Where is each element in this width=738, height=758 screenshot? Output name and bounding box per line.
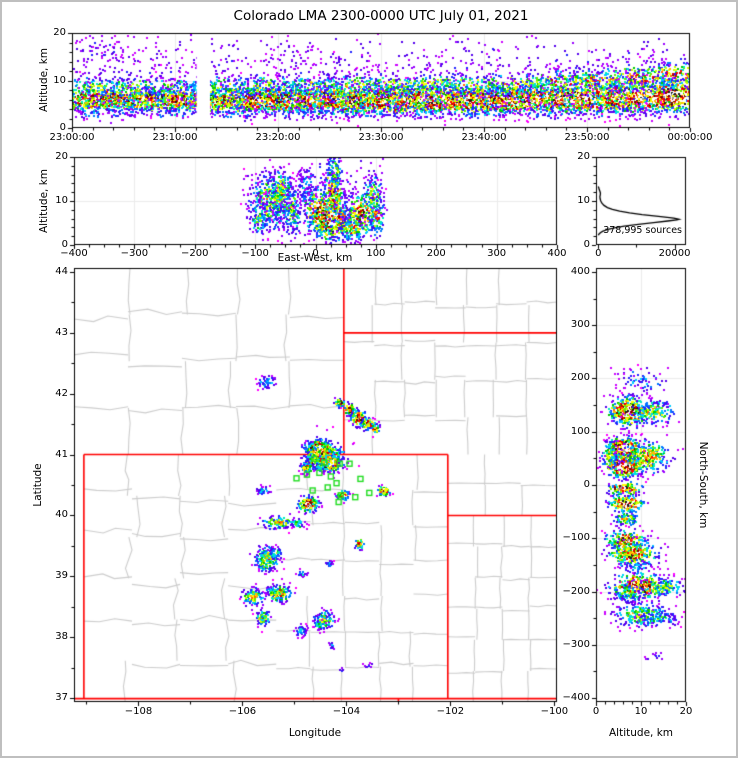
x-tick-label: 20 — [679, 706, 693, 717]
y-tick-label: −200 — [562, 585, 590, 597]
map-ylabel: Latitude — [32, 463, 44, 507]
x-tick-label: −200 — [181, 248, 209, 259]
x-tick-label: −108 — [124, 706, 153, 717]
x-tick-label: −300 — [120, 248, 149, 259]
ew-panel-xlabel: East-West, km — [277, 252, 353, 264]
y-tick-label: 10 — [55, 195, 68, 206]
x-tick-label: 23:00:00 — [49, 132, 95, 143]
y-tick-label: 400 — [570, 265, 590, 277]
y-tick-label: 41 — [55, 448, 68, 460]
ns-panel-xlabel: Altitude, km — [608, 727, 674, 739]
x-tick-label: 300 — [487, 248, 507, 259]
y-tick-label: 20 — [53, 27, 66, 38]
x-tick-label: 23:10:00 — [152, 132, 198, 143]
x-tick-label: 23:20:00 — [255, 132, 301, 143]
x-tick-label: 20000 — [658, 248, 691, 259]
y-tick-label: 10 — [53, 74, 66, 86]
x-tick-label: 400 — [547, 248, 567, 259]
x-tick-label: −106 — [228, 706, 257, 717]
y-tick-label: 200 — [570, 372, 590, 384]
y-tick-label: 38 — [55, 631, 68, 643]
x-tick-label: −102 — [436, 706, 465, 717]
y-tick-label: 39 — [55, 570, 68, 582]
y-tick-label: 0 — [583, 479, 590, 490]
y-tick-label: 37 — [55, 691, 68, 703]
x-tick-label: 23:40:00 — [461, 132, 507, 143]
x-tick-label: 10 — [634, 706, 648, 717]
y-tick-label: 10 — [577, 195, 590, 206]
x-tick-label: 0 — [312, 248, 319, 259]
x-tick-label: 00:00:00 — [667, 132, 713, 143]
y-tick-label: 0 — [59, 122, 66, 133]
x-tick-label: 0 — [592, 706, 600, 717]
x-tick-label: −104 — [332, 706, 361, 717]
x-tick-label: −400 — [60, 248, 88, 259]
y-tick-label: 100 — [570, 425, 590, 437]
x-tick-label: −100 — [241, 248, 269, 259]
x-tick-label: −100 — [540, 706, 569, 717]
page-title: Colorado LMA 2300-0000 UTC July 01, 2021 — [233, 8, 529, 24]
y-tick-label: 40 — [55, 509, 68, 521]
y-tick-label: 44 — [55, 266, 68, 278]
x-tick-label: 100 — [366, 248, 386, 259]
y-tick-label: 20 — [577, 151, 590, 162]
y-tick-label: 300 — [570, 319, 590, 331]
x-tick-label: 0 — [595, 248, 602, 259]
y-tick-label: 0 — [61, 239, 68, 250]
y-tick-label: 42 — [55, 387, 68, 399]
map-xlabel: Longitude — [288, 727, 342, 739]
y-tick-label: −100 — [562, 532, 590, 544]
y-tick-label: −400 — [562, 692, 590, 703]
x-tick-label: 23:50:00 — [564, 132, 610, 143]
y-tick-label: 0 — [583, 239, 590, 250]
y-tick-label: −300 — [562, 638, 590, 650]
x-tick-label: 23:30:00 — [358, 132, 404, 143]
y-tick-label: 43 — [55, 326, 68, 338]
ns-panel-ylabel: North-South, km — [697, 441, 709, 529]
y-tick-label: 20 — [55, 151, 68, 162]
x-tick-label: 200 — [426, 248, 446, 259]
source-count-annotation: 378,995 sources — [603, 225, 682, 236]
